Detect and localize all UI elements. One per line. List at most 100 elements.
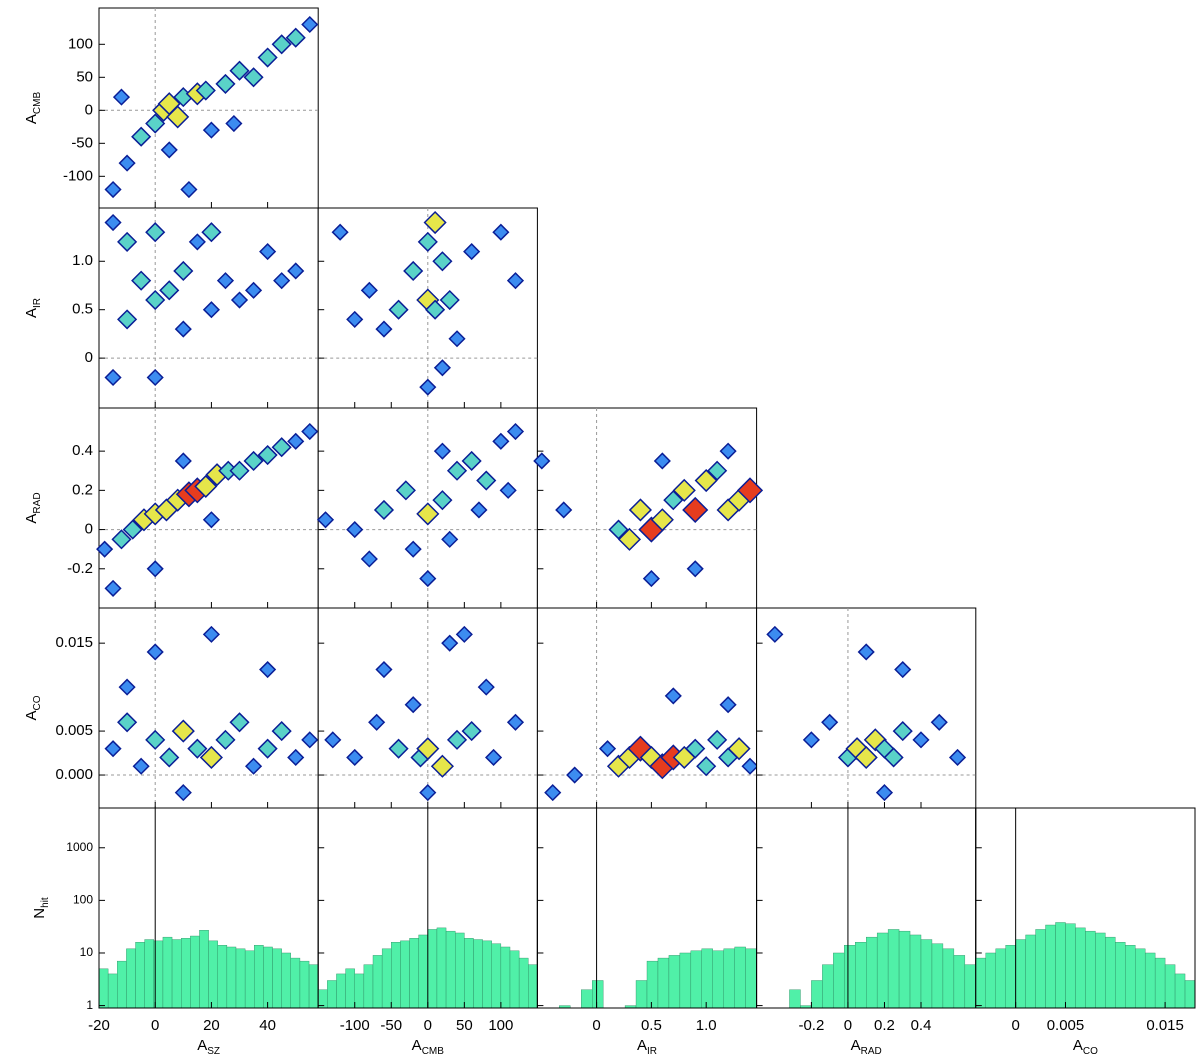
density-blob — [707, 460, 728, 481]
histogram-bar — [509, 950, 520, 1009]
panel — [98, 607, 319, 809]
density-blob — [259, 243, 277, 261]
density-blob — [104, 579, 122, 597]
y-tick-label: -0.2 — [67, 560, 93, 577]
histogram-bar — [98, 968, 109, 1009]
x-tick-label: 50 — [456, 1017, 473, 1034]
histogram-bar — [745, 948, 757, 1009]
density-blob — [685, 738, 706, 759]
density-blob — [117, 231, 138, 252]
density-blob — [628, 498, 652, 522]
histogram-bar — [635, 980, 648, 1009]
density-blob — [301, 422, 319, 441]
density-blob — [243, 450, 264, 472]
histogram-bar — [1125, 945, 1136, 1009]
histogram-bar — [126, 948, 136, 1009]
density-blob — [741, 757, 759, 775]
y-tick-label: 1000 — [66, 840, 93, 854]
histogram-bar — [985, 952, 996, 1009]
density-blob — [912, 731, 930, 749]
histogram-bar — [1035, 929, 1046, 1009]
density-blob — [202, 625, 220, 643]
density-blob — [243, 67, 264, 88]
histogram-bar — [391, 942, 401, 1009]
panel — [98, 7, 319, 209]
axis-label: ASZ — [197, 1037, 220, 1057]
density-blob — [416, 737, 440, 761]
density-blob — [271, 721, 292, 742]
density-blob — [160, 141, 178, 159]
histogram-bar — [336, 973, 346, 1009]
density-blob — [131, 126, 152, 147]
histogram-bar — [876, 932, 889, 1009]
axis-label: ACO — [1073, 1037, 1098, 1057]
histogram-bar — [657, 957, 670, 1009]
histogram-bar — [445, 930, 456, 1009]
histogram-bar — [217, 945, 228, 1009]
axis-subscript: IR — [647, 1046, 657, 1057]
axis-label: AIR — [637, 1037, 657, 1057]
density-blob — [201, 222, 222, 243]
density-blob — [719, 442, 737, 460]
histogram-bar — [975, 957, 986, 1009]
histogram-bar — [679, 952, 692, 1009]
histogram-bar — [1154, 957, 1166, 1009]
density-blob — [180, 180, 198, 199]
histogram-bar — [953, 955, 966, 1009]
x-tick-label: -20 — [88, 1017, 110, 1034]
density-blob — [174, 320, 192, 338]
y-tick-label: 0.015 — [55, 634, 93, 651]
x-tick-label: 0 — [844, 1017, 852, 1034]
density-blob — [433, 359, 451, 377]
density-blob — [672, 478, 696, 502]
panel — [317, 207, 538, 409]
histogram-bar — [789, 989, 801, 1009]
axis-subscript: SZ — [207, 1046, 220, 1057]
histogram-bar — [372, 955, 383, 1009]
density-blob — [287, 748, 305, 767]
density-blob — [439, 289, 460, 311]
density-blob — [388, 738, 409, 759]
histogram-bar — [281, 952, 291, 1009]
histogram-bar — [734, 946, 746, 1009]
density-blob — [346, 521, 364, 539]
density-blob — [229, 712, 250, 733]
y-tick-label: 1.0 — [72, 252, 93, 269]
density-blob — [461, 721, 482, 742]
density-blob — [894, 660, 912, 679]
x-tick-label: 20 — [203, 1017, 220, 1034]
density-blob — [477, 678, 495, 696]
density-blob — [159, 747, 180, 768]
panel-frame — [756, 607, 977, 809]
density-blob — [229, 60, 250, 81]
x-tick-label: 0.015 — [1146, 1017, 1184, 1034]
density-blob — [653, 452, 671, 470]
histogram-bar — [1095, 932, 1106, 1009]
density-blob — [104, 180, 122, 199]
density-blob — [416, 502, 440, 526]
density-blob — [461, 450, 482, 472]
panel — [96, 407, 319, 609]
histogram-bar — [844, 945, 856, 1009]
density-blob — [145, 289, 166, 311]
histogram-bar — [528, 964, 538, 1009]
density-blob — [360, 281, 378, 299]
panel — [536, 607, 759, 809]
density-blob — [145, 729, 166, 750]
density-blob — [930, 713, 948, 731]
histogram-bar — [909, 934, 922, 1009]
density-blob — [257, 444, 278, 466]
density-blob — [131, 270, 152, 291]
density-blob — [202, 121, 220, 139]
axis-label: Nhit — [31, 897, 51, 919]
histogram-bar — [208, 940, 218, 1009]
x-tick-label: 40 — [259, 1017, 276, 1034]
axis-subscript: IR — [32, 298, 43, 308]
histogram-bar — [473, 939, 483, 1009]
histogram-panel — [756, 807, 977, 1009]
density-blob — [492, 223, 510, 241]
density-blob — [216, 272, 235, 290]
y-tick-label: 0.5 — [72, 301, 93, 318]
density-blob — [682, 496, 709, 524]
